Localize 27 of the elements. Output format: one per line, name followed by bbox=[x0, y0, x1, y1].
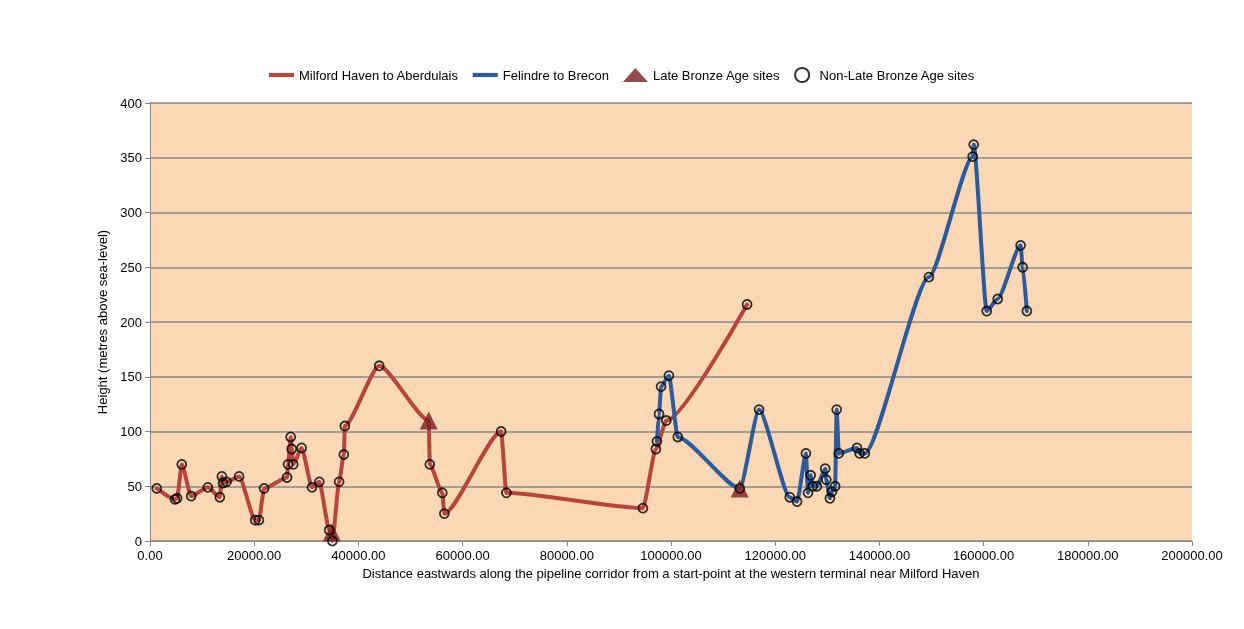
legend-label: Non-Late Bronze Age sites bbox=[819, 67, 975, 83]
x-tick-label: 200000.00 bbox=[1161, 548, 1223, 563]
y-tick-label: 0 bbox=[134, 533, 142, 549]
legend-label: Milford Haven to Aberdulais bbox=[299, 67, 459, 83]
y-tick-label: 150 bbox=[120, 369, 142, 385]
y-tick-label: 250 bbox=[120, 259, 142, 275]
x-tick-label: 180000.00 bbox=[1057, 548, 1119, 563]
x-tick-label: 140000.00 bbox=[848, 548, 911, 563]
y-axis-title: Height (metres above sea-level) bbox=[95, 229, 111, 415]
x-tick-label: 0.00 bbox=[137, 548, 163, 563]
y-tick-label: 200 bbox=[120, 314, 142, 330]
x-tick-label: 100000.00 bbox=[640, 548, 702, 563]
y-tick-label: 50 bbox=[127, 478, 142, 494]
point bbox=[419, 411, 438, 430]
x-tick-label: 160000.00 bbox=[952, 548, 1015, 563]
x-tick-label: 80000.00 bbox=[539, 548, 594, 563]
y-tick-label: 300 bbox=[120, 205, 142, 220]
x-tick-label: 60000.00 bbox=[435, 548, 490, 563]
x-tick-label: 120000.00 bbox=[744, 548, 806, 563]
y-tick-label: 100 bbox=[120, 424, 142, 439]
legend-label: Late Bronze Age sites bbox=[652, 67, 780, 83]
x-axis-title: Distance eastwards along the pipeline corridor from a start-point at the western terminal near Milford Haven bbox=[362, 566, 980, 581]
y-tick-label: 350 bbox=[120, 150, 142, 166]
y-tick-label: 400 bbox=[120, 95, 142, 111]
x-tick-label: 40000.00 bbox=[331, 548, 386, 563]
legend-label: Felindre to Brecon bbox=[502, 67, 609, 83]
x-tick-label: 20000.00 bbox=[227, 548, 282, 563]
